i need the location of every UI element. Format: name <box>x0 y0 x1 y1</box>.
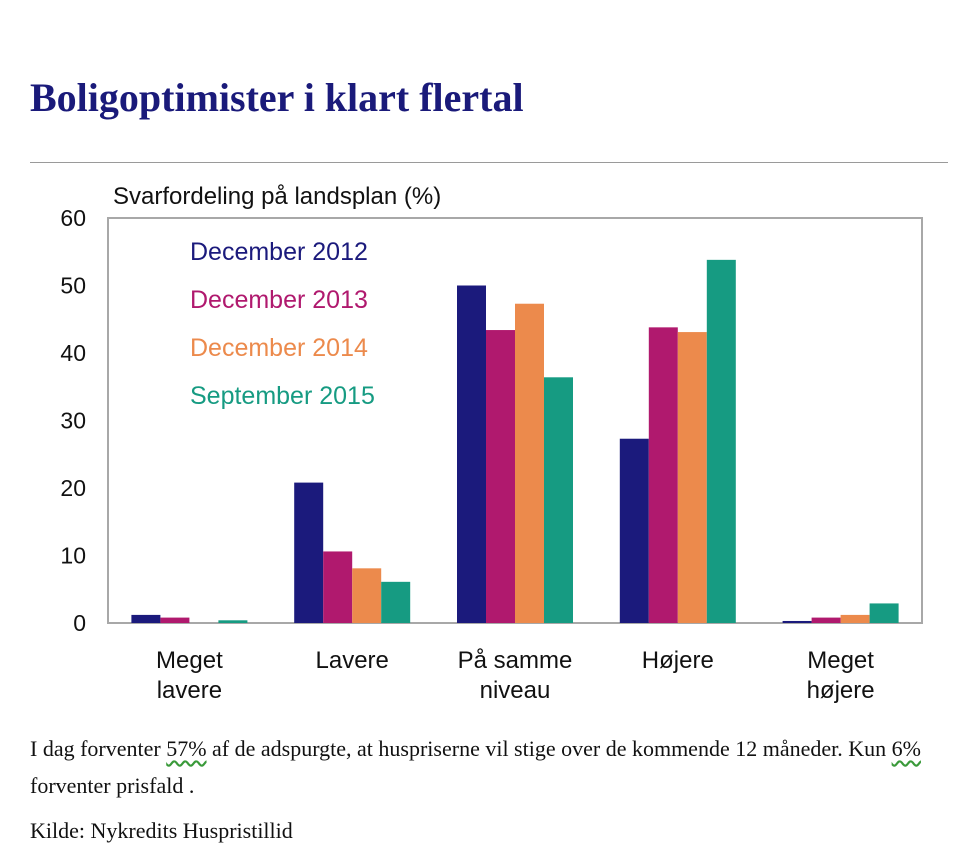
y-tick-label: 30 <box>60 408 86 434</box>
title-divider <box>30 162 948 163</box>
x-tick-label: Højere <box>642 647 714 674</box>
legend-entry: December 2013 <box>190 286 368 314</box>
bar <box>811 617 841 623</box>
bar <box>619 438 649 623</box>
note-pct-2: 6% <box>891 736 921 761</box>
bar <box>648 327 678 623</box>
bar <box>218 620 248 623</box>
bar-chart: Svarfordeling på landsplan (%) 0 10 20 30 40 5… <box>60 183 923 704</box>
y-tick-label: 10 <box>60 543 86 569</box>
bar <box>352 568 382 623</box>
note-text-1: I dag forventer <box>30 736 167 761</box>
chart-container: Svarfordeling på landsplan (%) 0 10 20 30 40 5… <box>0 170 960 710</box>
page-title: Boligoptimister i klart flertal <box>30 75 524 120</box>
y-tick-label: 50 <box>60 273 86 299</box>
y-tick-label: 20 <box>60 475 86 501</box>
bar <box>131 614 161 623</box>
note-text-3: forventer prisfald . <box>30 773 195 798</box>
note-text-2: af de adspurgte, at huspriserne vil stig… <box>206 736 892 761</box>
bar <box>457 285 486 623</box>
bar <box>544 377 573 623</box>
x-tick-label: På samme niveau <box>458 647 573 704</box>
note-pct-1: 57% <box>166 736 207 761</box>
bar <box>160 617 190 623</box>
legend-entry: September 2015 <box>190 382 375 410</box>
bar <box>294 482 324 623</box>
bar <box>323 551 353 623</box>
bar <box>782 620 812 623</box>
x-tick-label: Meget højere <box>807 647 875 704</box>
bar <box>677 332 707 623</box>
bar <box>869 603 899 623</box>
chart-title: Svarfordeling på landsplan (%) <box>113 183 441 210</box>
source-note: Kilde: Nykredits Huspristillid <box>30 818 293 843</box>
x-tick-label: Meget lavere <box>156 647 223 704</box>
bar <box>381 581 411 623</box>
legend-entry: December 2014 <box>190 334 368 362</box>
bar <box>515 303 544 623</box>
bar <box>706 259 736 623</box>
legend-entry: December 2012 <box>190 238 368 266</box>
y-tick-label: 40 <box>60 340 86 366</box>
y-tick-label: 0 <box>73 610 86 636</box>
bar <box>840 614 870 623</box>
bar <box>486 330 515 623</box>
y-tick-label: 60 <box>60 205 86 231</box>
x-tick-label: Lavere <box>316 647 389 674</box>
summary-note: I dag forventer 57% af de adspurgte, at … <box>30 730 940 804</box>
